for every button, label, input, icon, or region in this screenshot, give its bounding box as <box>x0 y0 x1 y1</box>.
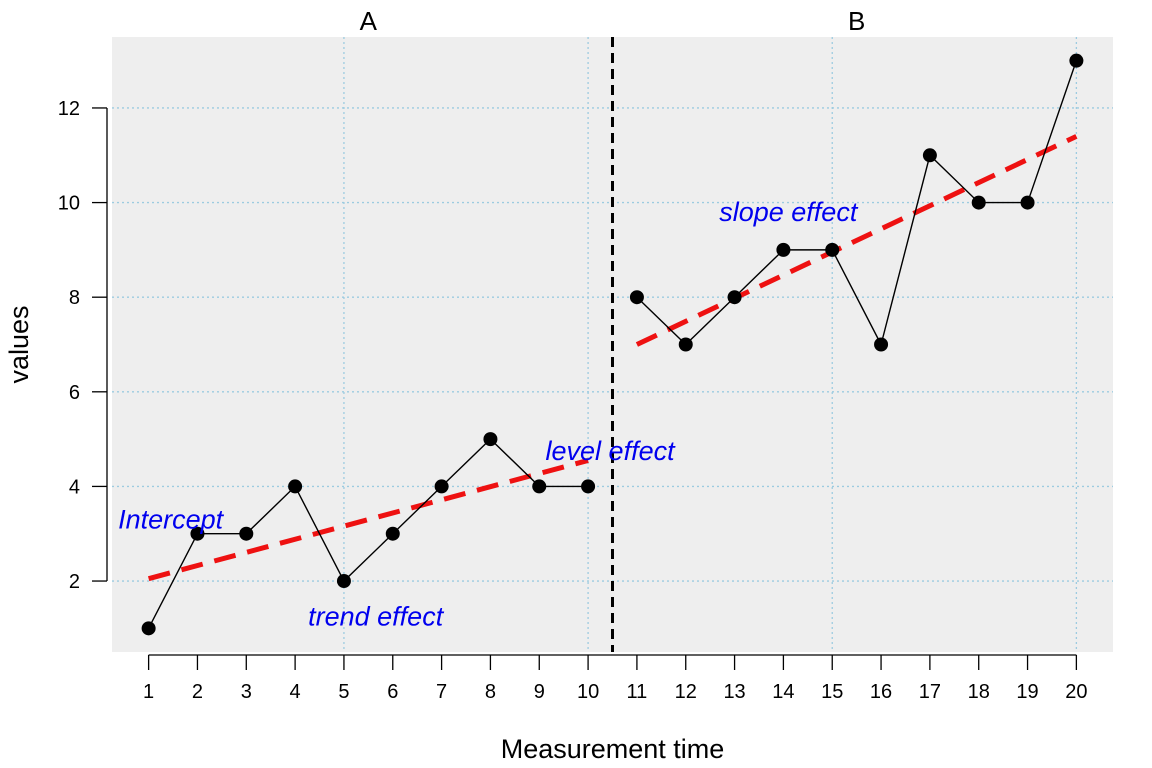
data-point <box>629 290 644 305</box>
y-tick-label: 2 <box>69 571 80 593</box>
annotation-label: Intercept <box>118 505 225 535</box>
y-axis: 2 4 6 8 10 12 <box>58 98 108 593</box>
x-tick-label: 10 <box>577 681 599 703</box>
phase-label-a: A <box>360 6 378 36</box>
data-point <box>239 526 254 541</box>
trend-line-2 <box>635 134 1078 347</box>
x-tick-label: 8 <box>485 681 496 703</box>
x-axis: 1 2 3 4 5 6 7 8 9 10 11 12 13 14 15 16 17 18 19 20 <box>143 654 1088 703</box>
x-tick-label: 19 <box>1016 681 1038 703</box>
x-tick-label: 13 <box>723 681 745 703</box>
x-tick-label: 12 <box>675 681 697 703</box>
phase-label-b: B <box>848 6 865 36</box>
data-point <box>288 479 303 494</box>
data-point <box>141 621 156 636</box>
data-point <box>385 526 400 541</box>
data-point <box>971 195 986 210</box>
data-point <box>434 479 449 494</box>
data-point <box>1020 195 1035 210</box>
x-tick-label: 6 <box>387 681 398 703</box>
x-tick-label: 15 <box>821 681 843 703</box>
data-point <box>825 242 840 257</box>
data-point <box>190 526 205 541</box>
annotations: Intercept trend effect level effect slope e… <box>118 197 859 631</box>
data-point <box>483 432 498 447</box>
trend-lines <box>147 134 1078 582</box>
y-axis-title: values <box>4 305 34 383</box>
data-point <box>581 479 596 494</box>
data-points <box>141 53 1084 636</box>
y-tick-label: 12 <box>58 98 80 120</box>
x-tick-label: 18 <box>968 681 990 703</box>
data-point <box>922 148 937 163</box>
annotation-label: level effect <box>546 436 677 466</box>
data-point <box>874 337 889 352</box>
x-tick-label: 17 <box>919 681 941 703</box>
x-tick-label: 9 <box>534 681 545 703</box>
annotation-label: slope effect <box>719 197 859 227</box>
x-tick-label: 11 <box>627 681 648 703</box>
x-tick-label: 3 <box>241 681 252 703</box>
x-tick-label: 7 <box>436 681 447 703</box>
trend-line-1 <box>147 457 589 582</box>
x-tick-label: 20 <box>1065 681 1087 703</box>
x-axis-title: Measurement time <box>501 734 725 764</box>
y-tick-label: 6 <box>69 382 80 404</box>
data-series <box>147 60 1078 629</box>
x-tick-label: 14 <box>772 681 794 703</box>
annotation-label: trend effect <box>308 602 445 632</box>
data-point <box>336 574 351 589</box>
x-tick-label: 4 <box>290 681 301 703</box>
series-line-phase-b <box>636 60 1078 347</box>
x-tick-label: 1 <box>143 681 154 703</box>
y-tick-label: 8 <box>69 287 80 309</box>
data-point <box>678 337 693 352</box>
y-tick-label: 4 <box>69 476 80 498</box>
series-line-phase-a <box>147 438 589 629</box>
data-point <box>727 290 742 305</box>
y-tick-label: 10 <box>58 193 80 215</box>
data-point <box>1069 53 1084 68</box>
x-tick-label: 2 <box>192 681 203 703</box>
data-point <box>776 242 791 257</box>
x-tick-label: 5 <box>338 681 349 703</box>
x-tick-label: 16 <box>870 681 892 703</box>
data-point <box>532 479 547 494</box>
